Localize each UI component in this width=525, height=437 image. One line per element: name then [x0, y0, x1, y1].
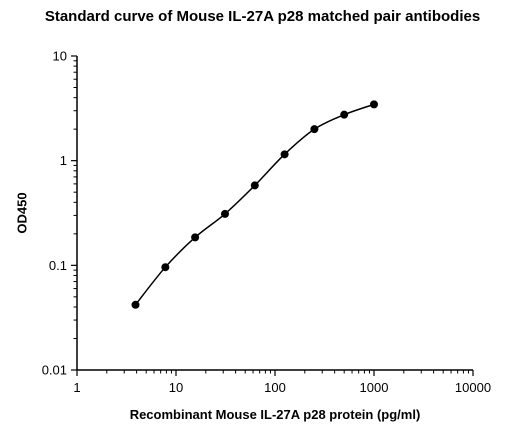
data-point — [250, 181, 259, 190]
chart-title: Standard curve of Mouse IL-27A p28 match… — [44, 8, 481, 25]
data-points — [131, 100, 378, 309]
chart-ticks: 1 10 100 1000 10000 0.01 0.1 1 10 — [42, 49, 491, 396]
y-tick-label: 0.01 — [42, 363, 67, 378]
data-point — [370, 100, 378, 109]
y-tick-label: 10 — [53, 49, 67, 64]
y-tick-label: 0.1 — [49, 258, 67, 273]
y-axis-label: OD450 — [14, 192, 30, 234]
x-tick-label: 10000 — [455, 380, 491, 395]
data-point — [280, 150, 289, 159]
data-point — [340, 110, 349, 119]
x-axis-label: Recombinant Mouse IL-27A p28 protein (pg… — [129, 407, 421, 422]
data-point — [220, 209, 229, 218]
x-tick-label: 100 — [264, 380, 286, 395]
chart-axes — [76, 56, 473, 371]
data-point — [310, 125, 319, 134]
fit-curve — [134, 103, 375, 306]
data-point — [191, 233, 200, 242]
x-tick-label: 1 — [73, 380, 80, 395]
x-tick-label: 10 — [169, 380, 183, 395]
data-point — [131, 300, 140, 309]
y-tick-label: 1 — [60, 153, 67, 168]
x-tick-label: 1000 — [360, 380, 389, 395]
data-point — [161, 263, 170, 272]
